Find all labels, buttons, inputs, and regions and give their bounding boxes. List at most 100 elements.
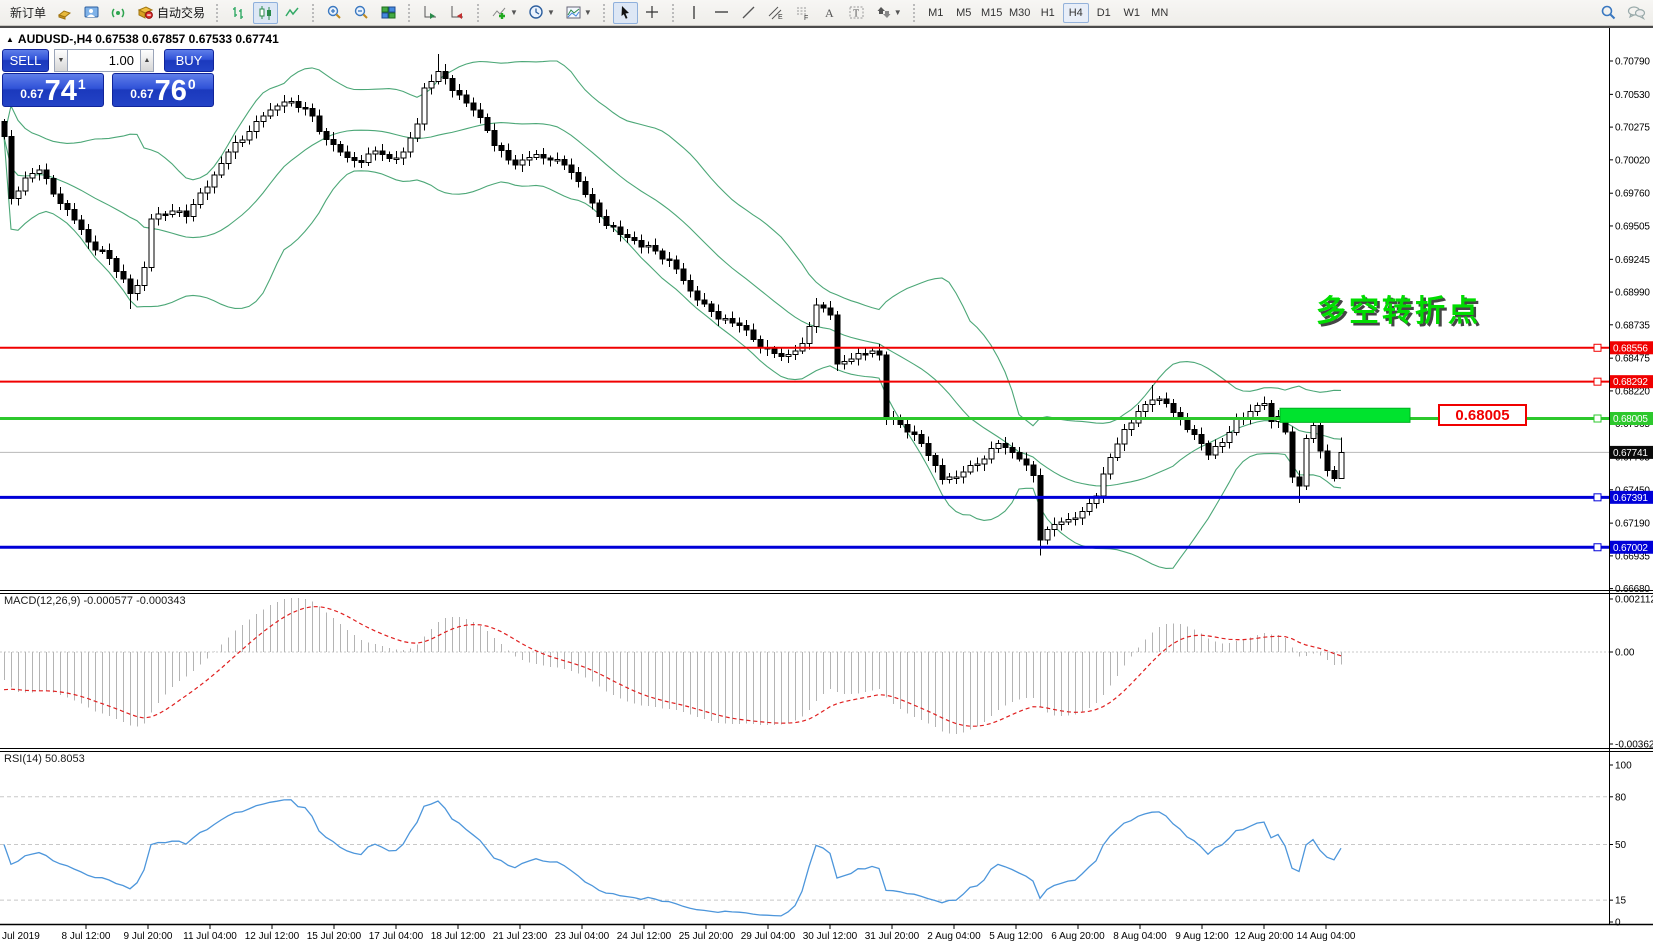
trendline-button[interactable] [736,2,761,24]
buy-price-button[interactable]: 0.67 76 0 [112,73,214,107]
new-order-button[interactable]: 新订单 [6,2,50,24]
time-axis-label: 25 Jul 20:00 [679,931,734,942]
volume-up-button[interactable]: ▲ [140,49,154,72]
line-chart-icon [285,7,299,17]
chat-button[interactable] [1623,2,1650,24]
auto-scroll-icon[interactable] [418,2,443,24]
toolbar-grip [407,3,413,22]
line-chart-icon[interactable] [280,2,305,24]
chart-window: 0.70790 0.70530 0.70275 0.70020 0.69760 0.695… [0,26,1653,949]
text-button[interactable]: A [817,2,842,24]
line-anchor-handle[interactable] [1593,414,1602,423]
candle-body [1023,458,1030,466]
arrows-button[interactable]: ▼ [871,2,906,24]
line-anchor-handle[interactable] [1593,543,1602,552]
equidistant-channel-button[interactable]: E [763,2,788,24]
timeframe-h4-button[interactable]: H4 [1062,2,1089,23]
candle-body [981,458,988,465]
search-button[interactable] [1596,2,1621,24]
candle-body [841,360,848,365]
timeframe-w1-button[interactable]: W1 [1123,6,1140,19]
cursor-button[interactable] [612,1,638,24]
candle-body [1226,431,1233,443]
candle-body [127,278,134,294]
buy-button[interactable]: BUY [164,49,214,72]
candle-body [736,322,743,326]
time-axis-label: 6 Aug 20:00 [1051,931,1105,942]
rsi-axis-label: 100 [1615,761,1632,772]
candle-body [43,169,50,179]
timeframe-m30-button[interactable]: M30 [1009,6,1031,19]
highlight-rectangle-object[interactable] [1279,407,1411,423]
candle-body [1198,434,1205,444]
candle-body [617,226,624,235]
candle-body [134,285,141,294]
bar-chart-icon[interactable] [226,2,251,24]
candle-body [827,307,834,316]
candle-body [22,177,29,192]
zoom-in-icon[interactable] [322,2,347,24]
autotrading-button[interactable]: 自动交易 [133,2,209,24]
candle-body [92,241,99,251]
candle-body [897,418,904,425]
sell-button[interactable]: SELL [2,49,49,72]
line-anchor-handle[interactable] [1593,343,1602,352]
time-axis[interactable]: Jul 2019 8 Jul 12:00 9 Jul 20:00 11 Jul 04:… [2,925,1356,942]
svg-text:F: F [804,15,808,21]
volume-input[interactable] [68,49,140,72]
autotrading-label: 自动交易 [157,6,206,20]
candle-body [1016,452,1023,460]
price-axis-label: 0.70790 [1615,57,1650,68]
text-label-button[interactable]: T [844,2,869,24]
rsi-axis-label: 15 [1615,896,1627,907]
candle-body [449,78,456,92]
price-level-label[interactable]: 0.68005 [1438,404,1527,426]
timeframe-h1-button[interactable]: H1 [1040,6,1055,19]
chart-annotation-text[interactable]: 多空转折点 [1316,295,1481,328]
zoom-out-icon[interactable] [349,2,374,24]
templates-button[interactable]: ▼ [561,2,596,24]
autotrading-icon [137,6,154,19]
price-axis[interactable]: 0.70790 0.70530 0.70275 0.70020 0.69760 0.695… [1609,57,1653,929]
gold-icon[interactable] [52,2,77,24]
timeframe-d1-button[interactable]: D1 [1096,6,1111,19]
chat-icon [1627,6,1646,21]
candle-body [610,224,617,228]
timeframe-m15-button[interactable]: M15 [981,6,1003,19]
terminal-icon[interactable] [79,2,104,24]
line-anchor-handle[interactable] [1593,377,1602,386]
timeframe-mn-button[interactable]: MN [1151,6,1169,19]
buy-price-sup: 0 [187,76,196,92]
candlestick-chart-icon [259,6,272,20]
time-axis-label: 23 Jul 04:00 [555,931,610,942]
candle-body [1,120,8,138]
rsi-axis-label: 80 [1615,792,1627,803]
candle-body [848,358,855,362]
crosshair-button[interactable] [640,2,665,24]
tile-windows-icon[interactable] [376,2,401,24]
candle-body [470,102,477,111]
time-axis-label: 2 Aug 04:00 [927,931,981,942]
price-axis-label: 0.67450 [1615,485,1650,496]
candle-body [547,157,554,161]
fibonacci-button[interactable]: F [790,2,815,24]
vertical-line-button[interactable] [682,2,707,24]
chart-shift-icon[interactable] [445,2,470,24]
candlestick-chart-icon[interactable] [253,1,279,24]
candle-body [666,258,673,262]
timeframe-m1-button[interactable]: M1 [928,6,944,19]
indicators-button[interactable]: ▼ [487,2,522,24]
line-anchor-handle[interactable] [1593,493,1602,502]
candle-body [785,353,792,357]
candle-body [687,279,694,292]
timeframe-m5-button[interactable]: M5 [956,6,972,19]
sell-price-button[interactable]: 0.67 74 1 [2,73,104,107]
candle-body [400,151,407,159]
candle-body [78,219,85,231]
chart-canvas[interactable]: 0.70790 0.70530 0.70275 0.70020 0.69760 0.695… [0,28,1653,949]
signal-icon[interactable] [106,2,131,24]
periods-button[interactable]: ▼ [524,2,559,24]
horizontal-line-button[interactable] [709,2,734,24]
volume-down-button[interactable]: ▼ [54,49,68,72]
candle-body [421,87,428,125]
